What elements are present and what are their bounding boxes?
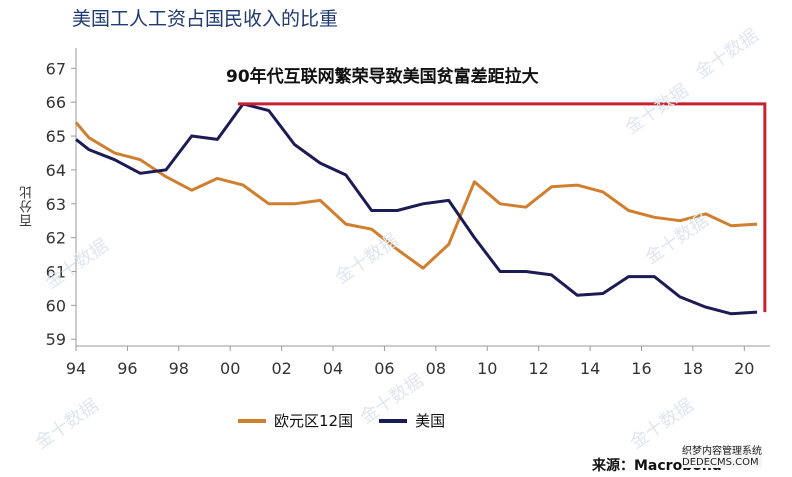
x-tick-label: 04 (323, 359, 343, 378)
series-line-euro12 (74, 121, 758, 270)
y-tick-label: 65 (46, 127, 66, 146)
chart-annotation: 90年代互联网繁荣导致美国贫富差距拉大 (226, 67, 539, 87)
corner-watermark: 织梦内容管理系统 DEDECMS.COM (682, 446, 762, 468)
y-tick-label: 67 (46, 59, 66, 78)
legend-label-euro12: 欧元区12国 (274, 412, 354, 430)
x-tick-label: 18 (683, 359, 703, 378)
legend-item-euro12: 欧元区12国 (238, 410, 353, 431)
chart-title: 美国工人工资占国民收入的比重 (72, 8, 339, 30)
x-tick-label: 10 (477, 359, 497, 378)
x-tick-label: 02 (271, 359, 291, 378)
x-tick-label: 94 (66, 359, 86, 378)
y-tick-label: 63 (46, 195, 66, 214)
x-tick-label: 98 (169, 359, 189, 378)
series-line-us (75, 102, 758, 316)
y-tick-label: 62 (46, 229, 66, 248)
chart-legend: 欧元区12国 美国 (238, 410, 471, 431)
y-tick-label: 61 (46, 263, 66, 282)
y-tick-label: 60 (46, 296, 66, 315)
x-tick-label: 08 (426, 359, 446, 378)
x-tick-label: 20 (734, 359, 754, 378)
x-tick-label: 16 (631, 359, 651, 378)
y-tick-label: 66 (46, 93, 66, 112)
y-tick-label: 59 (46, 330, 66, 349)
legend-label-us: 美国 (415, 412, 446, 430)
legend-item-us: 美国 (379, 410, 445, 431)
x-tick-label: 96 (117, 359, 137, 378)
x-tick-label: 00 (220, 359, 240, 378)
gap-bracket (237, 102, 767, 313)
legend-swatch-us (379, 418, 408, 423)
corner-watermark-line2: DEDECMS.COM (682, 457, 759, 468)
corner-watermark-line1: 织梦内容管理系统 (682, 446, 762, 457)
x-tick-label: 14 (580, 359, 600, 378)
y-tick-label: 64 (46, 161, 66, 180)
legend-swatch-euro12 (238, 418, 266, 423)
x-tick-label: 06 (374, 359, 394, 378)
x-tick-label: 12 (528, 359, 548, 378)
